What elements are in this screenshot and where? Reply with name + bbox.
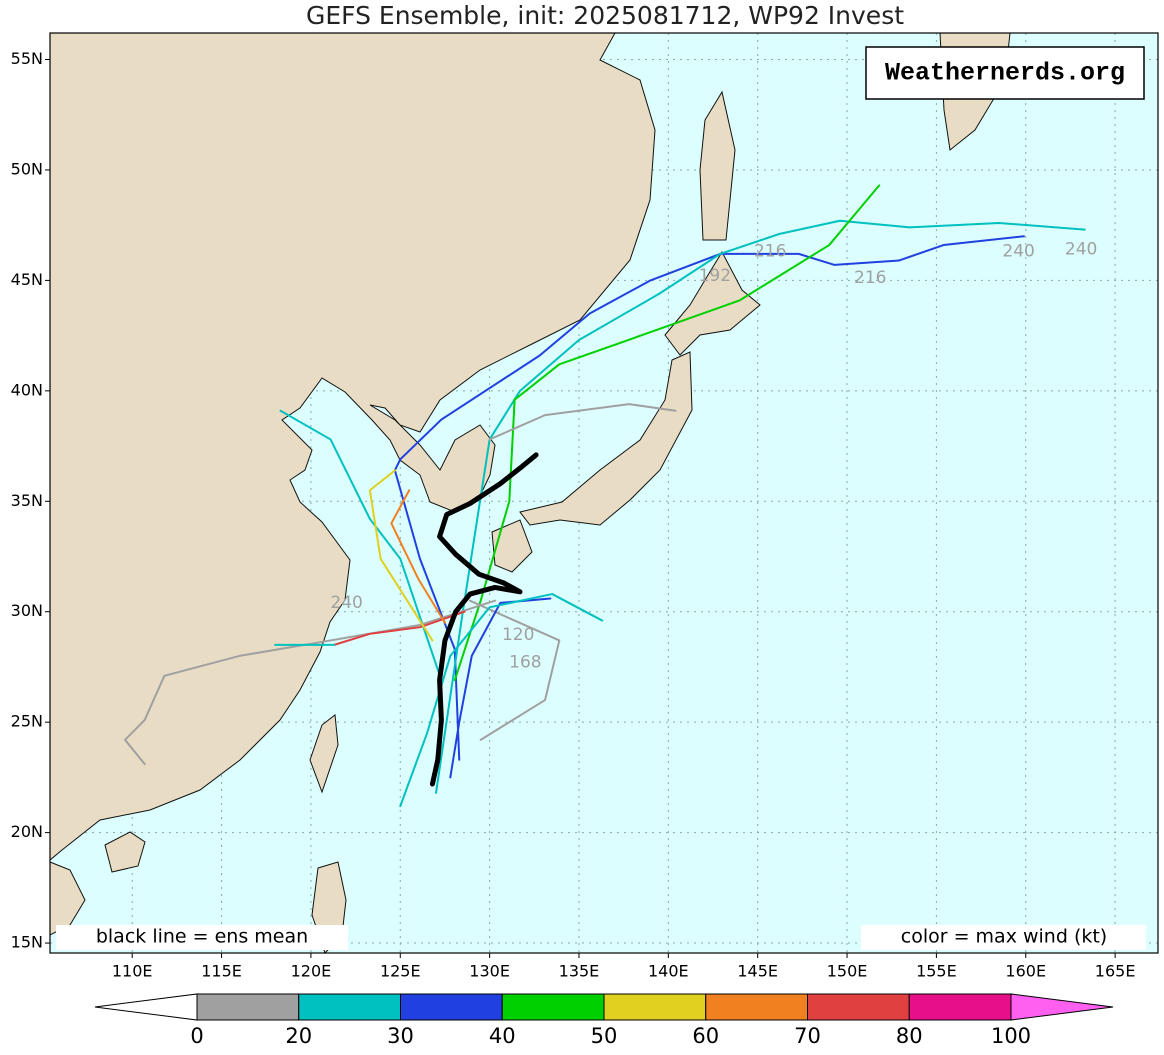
x-tick-label: 120E bbox=[291, 962, 332, 981]
colorbar-over bbox=[1010, 993, 1114, 1021]
hour-label: 120 bbox=[502, 625, 534, 645]
y-tick-label: 15N bbox=[11, 933, 43, 952]
y-tick-label: 45N bbox=[11, 270, 43, 289]
colorbar-tick-label: 100 bbox=[991, 1024, 1031, 1048]
x-tick-label: 135E bbox=[559, 962, 600, 981]
colorbar-tick-label: 70 bbox=[794, 1024, 821, 1048]
colorbar-bin bbox=[196, 993, 300, 1021]
colorbar-bin bbox=[603, 993, 707, 1021]
member-track bbox=[390, 489, 446, 624]
colorbar-bin bbox=[400, 993, 503, 1021]
member-track bbox=[468, 599, 561, 741]
x-tick-label: 150E bbox=[827, 962, 868, 981]
hour-label: 240 bbox=[330, 593, 362, 613]
y-tick-label: 30N bbox=[11, 601, 43, 620]
note-box bbox=[56, 925, 348, 950]
colorbar-bin bbox=[298, 993, 401, 1021]
y-tick-label: 35N bbox=[11, 491, 43, 510]
colorbar-tick-label: 40 bbox=[489, 1024, 516, 1048]
colorbar-bin bbox=[807, 993, 910, 1021]
colorbar-tick-label: 60 bbox=[692, 1024, 719, 1048]
hour-label: 168 bbox=[509, 653, 541, 673]
colorbar-bin bbox=[908, 993, 1012, 1021]
colorbar-tick-label: 50 bbox=[591, 1024, 618, 1048]
tracks: 240 240 216 216 192 168 120 240 bbox=[124, 184, 1097, 808]
colorbar-bin bbox=[501, 993, 605, 1021]
x-tick-label: 110E bbox=[112, 962, 153, 981]
member-track bbox=[453, 184, 881, 682]
x-tick-label: 125E bbox=[380, 962, 421, 981]
hour-label: 240 bbox=[1002, 242, 1034, 262]
y-tick-label: 25N bbox=[11, 712, 43, 731]
colorbar-under bbox=[94, 993, 198, 1021]
chart-title: GEFS Ensemble, init: 2025081712, WP92 In… bbox=[306, 1, 904, 30]
member-track bbox=[399, 593, 604, 808]
colorbar-tick-label: 0 bbox=[190, 1024, 203, 1048]
member-track bbox=[279, 409, 443, 682]
colorbar-bin bbox=[705, 993, 808, 1021]
x-tick-label: 145E bbox=[737, 962, 778, 981]
land bbox=[49, 32, 1011, 954]
x-tick-label: 115E bbox=[201, 962, 242, 981]
note-box bbox=[861, 925, 1146, 950]
x-tick-label: 140E bbox=[648, 962, 689, 981]
hour-label: 192 bbox=[699, 266, 731, 286]
x-tick-label: 165E bbox=[1095, 962, 1136, 981]
watermark-box bbox=[865, 46, 1145, 100]
y-tick-label: 20N bbox=[11, 822, 43, 841]
map-frame bbox=[49, 32, 1159, 954]
y-tick-label: 50N bbox=[11, 159, 43, 178]
member-track bbox=[435, 219, 1086, 794]
colorbar-tick-label: 80 bbox=[896, 1024, 923, 1048]
y-tick-label: 40N bbox=[11, 380, 43, 399]
member-track bbox=[368, 469, 434, 642]
hour-label: 240 bbox=[1065, 239, 1097, 259]
hour-label: 216 bbox=[854, 268, 886, 288]
colorbar: 0 20 30 40 50 60 70 80 100 bbox=[94, 993, 1114, 1048]
hour-label: 216 bbox=[754, 242, 786, 262]
member-track bbox=[488, 403, 677, 441]
member-track bbox=[124, 599, 496, 766]
note: black line = ens mean bbox=[96, 926, 308, 948]
colorbar-tick-label: 20 bbox=[285, 1024, 312, 1048]
y-tick-label: 55N bbox=[11, 49, 43, 68]
watermark: Weathernerds.org bbox=[885, 59, 1125, 88]
x-tick-label: 155E bbox=[916, 962, 957, 981]
colorbar-tick-label: 30 bbox=[387, 1024, 414, 1048]
x-tick-label: 130E bbox=[469, 962, 510, 981]
mean-track bbox=[429, 452, 539, 787]
note: color = max wind (kt) bbox=[901, 926, 1107, 948]
x-tick-label: 160E bbox=[1005, 962, 1046, 981]
member-track bbox=[393, 235, 1025, 761]
